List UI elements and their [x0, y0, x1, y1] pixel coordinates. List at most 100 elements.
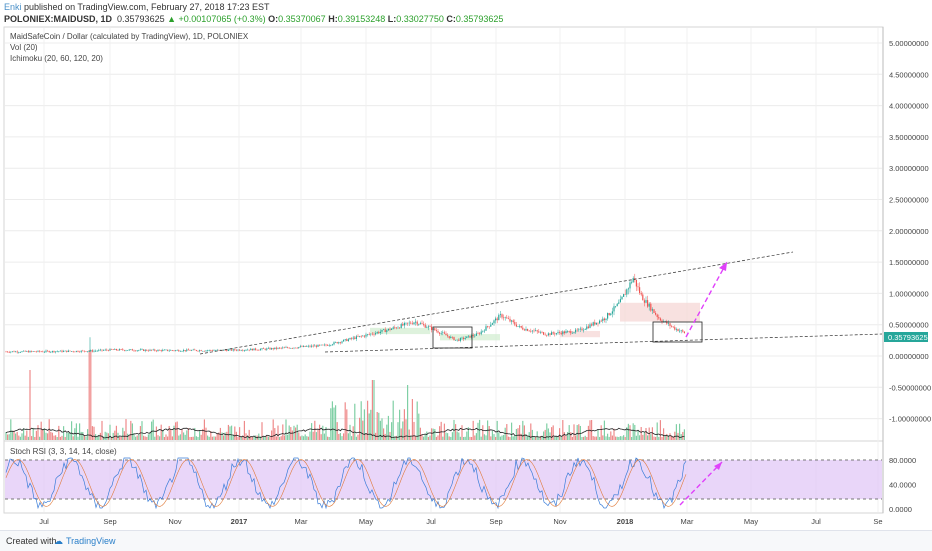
- volume-bar: [71, 421, 73, 440]
- volume-bar: [11, 430, 13, 440]
- candle-body: [152, 349, 154, 351]
- candle-body: [371, 333, 373, 335]
- candle-body: [635, 279, 637, 287]
- candle-body: [466, 336, 468, 339]
- volume-bar: [627, 423, 629, 440]
- candle-body: [543, 332, 545, 335]
- volume-bar: [565, 436, 567, 440]
- stoch-tick-label: 80.0000: [889, 456, 916, 465]
- candle-body: [675, 329, 677, 330]
- candle-body: [397, 327, 399, 329]
- volume-bar: [629, 425, 631, 440]
- volume-bar: [613, 428, 615, 440]
- volume-bar: [666, 433, 668, 440]
- candle-body: [624, 294, 626, 295]
- candle-body: [528, 330, 530, 332]
- volume-bar: [472, 420, 474, 440]
- volume-bar: [643, 431, 645, 440]
- candle-body: [419, 323, 421, 325]
- volume-bar: [47, 433, 49, 440]
- candle-body: [21, 351, 23, 353]
- stoch-tick-label: 0.0000: [889, 505, 912, 514]
- candle-body: [387, 328, 389, 331]
- candle-body: [231, 349, 233, 351]
- candle-body: [160, 350, 162, 351]
- time-tick-label: Jul: [811, 517, 821, 526]
- candle-body: [31, 350, 33, 352]
- projection-arrow-stoch[interactable]: [679, 461, 723, 506]
- candle-body: [215, 350, 217, 351]
- candle-body: [642, 294, 644, 301]
- candle-body: [203, 350, 205, 352]
- consolidation-box-2[interactable]: [652, 321, 703, 343]
- legend-stoch: Stoch RSI (3, 3, 14, 14, close): [10, 447, 117, 456]
- volume-bar: [115, 425, 117, 440]
- candle-body: [677, 329, 679, 332]
- candle-body: [587, 326, 589, 328]
- volume-bar: [434, 428, 436, 440]
- volume-bar: [163, 437, 165, 440]
- volume-bar: [299, 436, 301, 440]
- candle-body: [155, 350, 157, 352]
- time-tick-label: Mar: [681, 517, 694, 526]
- projection-arrow-price[interactable]: [685, 261, 728, 338]
- volume-bar: [19, 436, 21, 440]
- consolidation-box-1[interactable]: [432, 326, 473, 349]
- volume-bar: [242, 435, 244, 440]
- volume-bar: [663, 428, 665, 440]
- volume-bar: [578, 424, 580, 440]
- volume-bar: [216, 433, 218, 440]
- candle-body: [421, 323, 423, 324]
- volume-bar: [424, 434, 426, 440]
- volume-bar: [7, 434, 9, 440]
- volume-bar: [155, 426, 157, 440]
- price-tick-label: 3.00000000: [889, 164, 929, 173]
- volume-bar: [280, 436, 282, 440]
- volume-bar: [413, 421, 415, 440]
- volume-bar: [77, 436, 79, 440]
- candle-body: [232, 349, 234, 351]
- volume-bar: [635, 435, 637, 440]
- upper-trendline[interactable]: [199, 251, 794, 355]
- volume-bar: [58, 425, 60, 440]
- chart-canvas[interactable]: 5.00000000 4.50000000 4.00000000 3.50000000…: [0, 0, 932, 530]
- volume-bar: [387, 415, 389, 440]
- candle-body: [34, 351, 36, 352]
- volume-bar: [371, 380, 373, 440]
- volume-bar: [15, 433, 17, 440]
- volume-bar: [567, 432, 569, 440]
- candle-body: [235, 350, 237, 351]
- volume-bar: [187, 428, 189, 440]
- candle-body: [595, 322, 597, 325]
- volume-bar: [219, 427, 221, 440]
- volume-bar: [343, 433, 345, 440]
- candle-body: [602, 318, 604, 322]
- author-link[interactable]: Enki: [4, 2, 22, 12]
- volume-bar: [312, 431, 314, 440]
- candle-body: [480, 331, 482, 335]
- time-tick-label: Nov: [553, 517, 567, 526]
- volume-bar: [485, 435, 487, 440]
- volume-bar: [339, 433, 341, 440]
- volume-bar: [207, 435, 209, 440]
- candle-body: [434, 328, 436, 331]
- volume-bar: [539, 436, 541, 440]
- candle-body: [507, 318, 509, 319]
- volume-bar: [418, 413, 420, 440]
- candle-body: [75, 350, 77, 352]
- time-tick-label: Mar: [295, 517, 308, 526]
- volume-bar: [229, 426, 231, 440]
- footer-brand[interactable]: TradingView: [66, 536, 116, 546]
- change-text: +0.00107065 (+0.3%): [178, 14, 266, 24]
- volume-bar: [263, 436, 265, 440]
- volume-bar: [512, 436, 514, 440]
- candle-body: [440, 333, 442, 334]
- candle-body: [61, 350, 63, 352]
- candle-body: [293, 347, 295, 349]
- volume-bar: [195, 436, 197, 440]
- candle-body: [87, 351, 89, 352]
- candle-body: [467, 335, 469, 337]
- volume-bar: [247, 436, 249, 440]
- volume-bar: [53, 435, 55, 440]
- lower-trendline[interactable]: [324, 333, 883, 353]
